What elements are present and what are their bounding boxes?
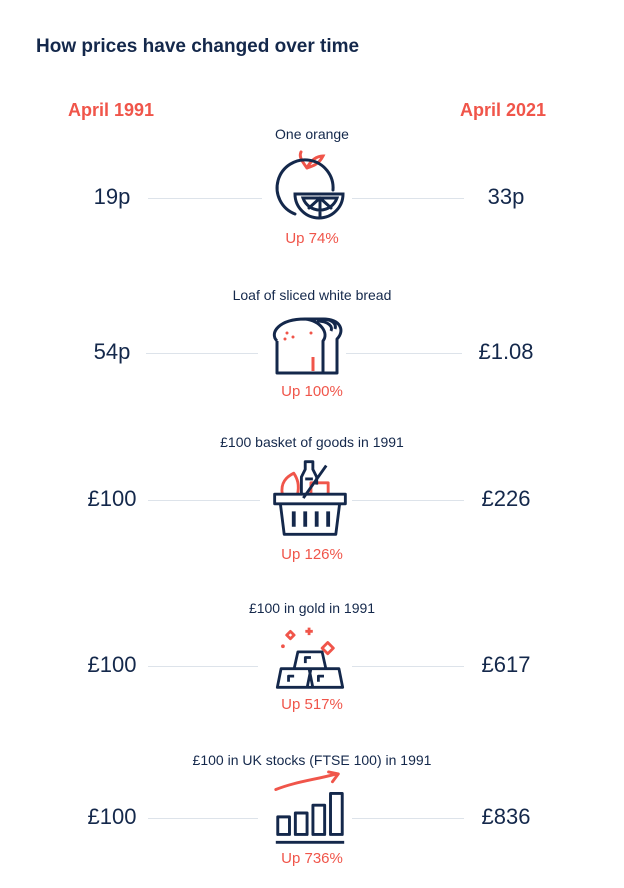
price-1991: £100 <box>87 652 137 677</box>
price-2021: £617 <box>481 652 531 677</box>
rising-bar-chart-icon <box>274 770 345 844</box>
price-1991: £100 <box>87 486 137 511</box>
price-1991: 54p <box>93 339 131 364</box>
row-basket: £100 basket of goods in 1991 £100 £226 U… <box>0 434 624 574</box>
price-2021: £1.08 <box>478 339 534 364</box>
bread-icon <box>272 317 343 375</box>
row-gold: £100 in gold in 1991 £100 £617 Up 517% <box>0 600 624 740</box>
item-label: One orange <box>275 126 349 142</box>
row-bread: Loaf of sliced white bread 54p £1.08 Up … <box>0 287 624 427</box>
gold-bars-icon <box>275 627 345 689</box>
divider-line <box>146 353 258 354</box>
divider-line <box>352 818 464 819</box>
change-label: Up 74% <box>285 230 339 247</box>
divider-line <box>148 500 260 501</box>
change-label: Up 517% <box>281 696 343 713</box>
price-2021: 33p <box>487 184 525 209</box>
divider-line <box>346 353 462 354</box>
change-label: Up 100% <box>281 383 343 400</box>
header-april-2021: April 2021 <box>460 100 547 120</box>
item-label: £100 in gold in 1991 <box>248 600 376 616</box>
price-1991: 19p <box>93 184 131 209</box>
divider-line <box>352 198 464 199</box>
row-orange: One orange 19p 33p Up 74% <box>0 126 624 266</box>
divider-line <box>148 198 262 199</box>
price-2021: £836 <box>481 804 531 829</box>
divider-line <box>352 666 464 667</box>
price-1991: £100 <box>87 804 137 829</box>
item-label: £100 basket of goods in 1991 <box>220 434 404 450</box>
page-title: How prices have changed over time <box>36 36 360 57</box>
divider-line <box>352 500 464 501</box>
orange-icon <box>275 150 345 220</box>
header-april-1991: April 1991 <box>68 100 155 120</box>
price-2021: £226 <box>481 486 531 511</box>
divider-line <box>148 818 258 819</box>
item-label: £100 in UK stocks (FTSE 100) in 1991 <box>192 752 432 768</box>
change-label: Up 736% <box>281 850 343 867</box>
item-label: Loaf of sliced white bread <box>232 287 392 303</box>
shopping-basket-icon <box>273 460 347 536</box>
row-ftse-stocks: £100 in UK stocks (FTSE 100) in 1991 £10… <box>0 752 624 888</box>
divider-line <box>148 666 258 667</box>
change-label: Up 126% <box>281 546 343 563</box>
